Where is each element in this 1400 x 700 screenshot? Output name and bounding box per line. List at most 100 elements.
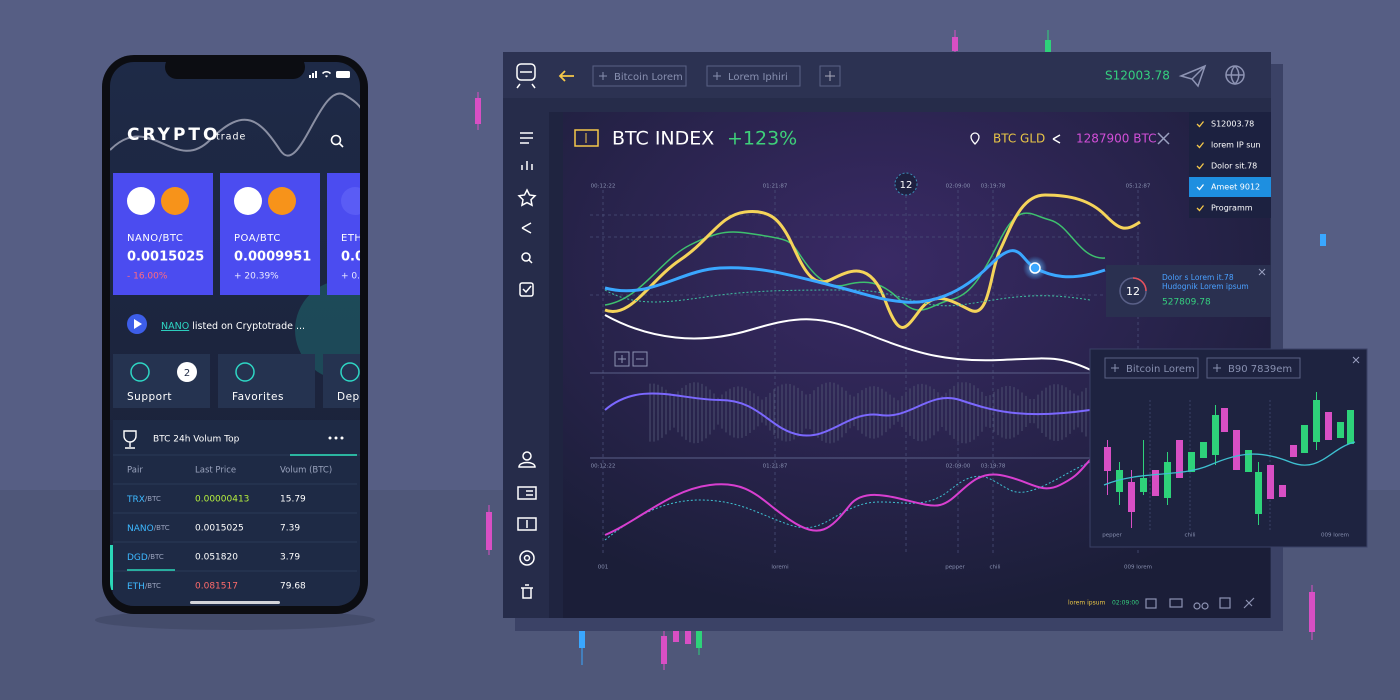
more-icon-part — [340, 436, 344, 440]
purple-line — [604, 392, 1091, 437]
search-icon[interactable] — [521, 252, 533, 264]
dropdown-item[interactable]: Dolor sit.78 — [1211, 162, 1257, 171]
brand: CRYPTO — [127, 125, 220, 145]
dropdown-item[interactable]: Programm — [1211, 204, 1253, 213]
back-button[interactable] — [558, 70, 574, 82]
send-icon[interactable] — [1178, 64, 1207, 88]
globe-icon[interactable] — [1225, 65, 1245, 86]
input-box[interactable] — [1206, 357, 1301, 379]
logo-icon — [516, 63, 536, 89]
settings-icon[interactable] — [519, 550, 535, 566]
input-text: Bitcoin Lorem — [614, 72, 683, 83]
last-price: 0.0015025 — [195, 524, 244, 534]
globe-icon-part — [1226, 65, 1244, 86]
volume-bars — [649, 382, 1087, 444]
news-text: NANO listed on Cryptotrade ... — [161, 321, 305, 332]
input-box[interactable] — [592, 65, 687, 87]
green-line — [604, 212, 1106, 311]
dropdown-item[interactable]: S12003.78 — [1211, 120, 1254, 129]
input-box[interactable] — [1104, 357, 1199, 379]
card-change: - 16.00% — [127, 272, 168, 282]
input-text: Bitcoin Lorem — [1126, 364, 1195, 375]
more-icon[interactable] — [328, 436, 344, 440]
home-indicator — [190, 601, 280, 604]
last-price: 0.051820 — [195, 553, 238, 563]
share-icon[interactable] — [1052, 134, 1061, 144]
search-icon[interactable] — [330, 134, 344, 148]
candles-part — [1267, 465, 1274, 499]
input-box[interactable] — [706, 65, 801, 87]
deco-blob — [295, 280, 360, 380]
floating-candles-part — [661, 636, 667, 664]
share-icon[interactable] — [521, 222, 532, 234]
column-header: Last Price — [195, 466, 236, 476]
user-icon[interactable] — [518, 451, 536, 468]
candles-part — [1245, 450, 1252, 472]
axis-label: chili — [989, 565, 1001, 571]
footer-icons[interactable] — [1145, 597, 1255, 610]
card-pair: POA/BTC — [234, 233, 281, 244]
settings-icon-part — [519, 550, 535, 566]
floating-candles-part — [475, 98, 481, 124]
floating-candles-part — [1309, 592, 1315, 632]
status-icons-part — [309, 75, 311, 78]
add-button[interactable] — [819, 65, 841, 87]
status-icons-part — [322, 70, 331, 78]
user-icon-part — [518, 461, 536, 468]
table-body: Pair Last Price Volum (BTC) TRX/BTC 0.000004… — [113, 466, 357, 592]
check-icon-part — [522, 285, 532, 294]
phone-shadow — [95, 610, 375, 630]
main-chart: 00:12:22 00:12:22 01:21:87 01:21:87 02:09:00… — [590, 172, 1152, 571]
zoom-buttons[interactable] — [614, 351, 648, 367]
time-label: 02:09:00 — [946, 184, 971, 190]
star-icon[interactable] — [517, 188, 537, 207]
news[interactable]: NANO listed on Cryptotrade ... — [127, 314, 305, 334]
btc-icon — [268, 187, 296, 215]
logo-icon-part — [516, 63, 536, 81]
stats-icon[interactable] — [521, 161, 533, 170]
trash-icon[interactable] — [521, 584, 533, 599]
tooltip-close[interactable] — [1258, 268, 1266, 276]
logo-icon-part — [516, 83, 521, 89]
menu-icon[interactable] — [520, 132, 533, 144]
grid — [590, 190, 1140, 555]
action-label: Depo — [337, 391, 367, 403]
action-tile[interactable] — [323, 354, 420, 408]
last-price: 0.00000413 — [195, 495, 249, 505]
candles-part — [1176, 440, 1183, 478]
card-pair: ETH — [341, 233, 362, 244]
zoom-buttons-part — [632, 351, 648, 367]
amount-label: 1287900 BTC — [1076, 132, 1157, 146]
dropdown-item[interactable]: Ameet 9012 — [1211, 183, 1260, 192]
time-label: 03:19:78 — [981, 184, 1006, 190]
marker-label: 12 — [900, 180, 913, 191]
card-icon[interactable] — [517, 486, 537, 500]
floating-candles-part — [696, 620, 702, 648]
input-plus — [599, 72, 607, 80]
candle-label: 009 lorem — [1321, 533, 1349, 539]
candles-part — [1221, 408, 1228, 432]
footer-icons-part — [1201, 602, 1209, 610]
news-link[interactable]: NANO — [161, 321, 189, 332]
time-label: 05:12:87 — [1126, 184, 1151, 190]
candle-close[interactable] — [1352, 356, 1360, 364]
action-tile[interactable] — [218, 354, 315, 408]
column-header: Volum (BTC) — [280, 466, 332, 476]
btc-icon — [161, 187, 189, 215]
tooltip-value: 527809.78 — [1162, 298, 1211, 308]
pair-quote: /BTC — [154, 524, 170, 532]
candles-part — [1301, 425, 1308, 453]
action-tile[interactable] — [113, 354, 210, 408]
check-icon[interactable] — [519, 282, 534, 297]
close-button[interactable] — [1157, 132, 1170, 145]
candles-part — [1325, 412, 1332, 440]
focus-point[interactable] — [1029, 262, 1041, 274]
candle-inputs: Bitcoin Lorem B90 7839em — [1104, 357, 1301, 379]
marker[interactable] — [894, 172, 918, 196]
candle-panel: Bitcoin Lorem B90 7839em — [1089, 348, 1368, 548]
footer: lorem ipsum 02:09:00 — [1068, 597, 1255, 610]
dollar-icon[interactable] — [517, 517, 537, 531]
input-text: Lorem Iphiri — [728, 72, 788, 83]
dropdown-item[interactable]: lorem IP sun — [1211, 141, 1261, 150]
pair-quote: /BTC — [145, 582, 161, 590]
